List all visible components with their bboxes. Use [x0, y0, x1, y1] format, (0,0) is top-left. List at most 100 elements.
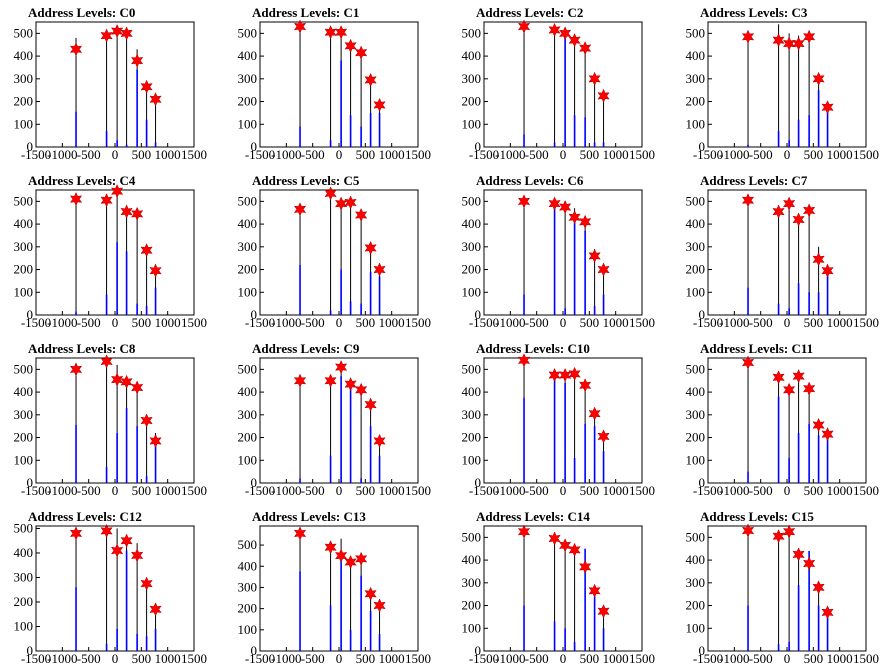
histogram-panel: Address Levels: C13 0 100 200 300 400 500 -1500… [224, 504, 448, 672]
y-tick-label: 500 [14, 520, 34, 535]
y-tick-label: 400 [686, 552, 706, 567]
peak-marker [293, 19, 307, 34]
peak-marker [149, 433, 162, 449]
peak-marker [588, 406, 601, 421]
x-tick-label: 1000 [827, 147, 853, 162]
peak-marker [597, 262, 610, 277]
y-tick-label: 400 [238, 216, 258, 231]
peak-marker [120, 26, 133, 41]
peak-marker [373, 433, 386, 449]
x-tick-label: -1000 [271, 315, 301, 330]
y-tick-label: 300 [462, 239, 482, 254]
panel-title: Address Levels: C5 [252, 173, 360, 188]
peak-marker [120, 533, 133, 548]
panel-title: Address Levels: C6 [476, 173, 584, 188]
peak-marker [792, 36, 805, 51]
peak-marker [772, 370, 785, 385]
peak-marker [293, 373, 307, 388]
peak-marker [772, 529, 785, 544]
y-tick-label: 500 [14, 193, 34, 208]
x-tick-label: -1500 [245, 147, 275, 162]
y-tick-label: 100 [686, 116, 706, 131]
y-tick-label: 500 [462, 193, 482, 208]
peak-marker [140, 576, 153, 591]
y-tick-label: 100 [238, 452, 258, 467]
peak-marker [812, 71, 825, 86]
x-tick-label: -1000 [719, 147, 749, 162]
x-tick-label: 1000 [155, 147, 181, 162]
panel-title: Address Levels: C14 [476, 509, 590, 524]
x-tick-label: 500 [356, 483, 376, 498]
peak-marker [588, 248, 601, 264]
y-tick-label: 400 [462, 216, 482, 231]
x-tick-label: -1500 [693, 651, 723, 666]
peak-marker [344, 195, 357, 210]
y-tick-label: 0 [699, 643, 706, 658]
x-tick-label: 1000 [603, 315, 629, 330]
y-tick-label: 400 [462, 552, 482, 567]
y-tick-label: 100 [238, 622, 258, 637]
peak-marker [548, 22, 561, 38]
y-tick-label: 100 [238, 116, 258, 131]
panel-title: Address Levels: C11 [700, 341, 814, 356]
y-tick-label: 0 [27, 307, 34, 322]
peak-marker [100, 193, 113, 208]
y-tick-label: 0 [475, 643, 482, 658]
y-tick-label: 400 [238, 48, 258, 63]
x-tick-label: -1500 [245, 315, 275, 330]
peak-marker [578, 214, 592, 229]
histogram-panel: Address Levels: C12 0 100 200 300 400 500 -1500… [0, 504, 224, 672]
peak-marker [578, 378, 592, 393]
x-tick-label: 0 [560, 651, 567, 666]
x-tick-label: -500 [525, 651, 549, 666]
y-tick-label: 200 [14, 262, 34, 277]
y-tick-label: 500 [14, 361, 34, 376]
peak-marker [100, 354, 113, 369]
peak-marker [558, 538, 572, 553]
y-tick-label: 500 [238, 193, 258, 208]
x-tick-label: 1500 [629, 651, 655, 666]
x-tick-label: 1500 [629, 483, 655, 498]
peak-marker [782, 524, 796, 539]
y-tick-label: 300 [238, 579, 258, 594]
peak-marker [140, 243, 153, 258]
y-tick-label: 300 [14, 239, 34, 254]
peak-marker [130, 53, 144, 68]
y-tick-label: 400 [14, 216, 34, 231]
x-tick-label: -500 [749, 315, 773, 330]
peak-marker [344, 38, 357, 53]
histogram-panel: Address Levels: C2 0 100 200 300 400 500 -1500-… [448, 0, 672, 168]
y-tick-label: 0 [251, 643, 258, 658]
y-tick-label: 200 [686, 94, 706, 109]
y-tick-label: 400 [686, 216, 706, 231]
x-tick-label: 1000 [155, 651, 181, 666]
x-tick-label: 500 [804, 315, 824, 330]
y-tick-label: 400 [238, 558, 258, 573]
y-tick-label: 500 [462, 361, 482, 376]
y-tick-label: 100 [686, 620, 706, 635]
x-tick-label: -500 [77, 147, 101, 162]
peak-marker [293, 526, 307, 541]
peak-marker [110, 23, 124, 39]
y-tick-label: 500 [238, 361, 258, 376]
peak-marker [802, 381, 816, 396]
peak-marker [821, 605, 834, 620]
x-tick-label: -1500 [21, 315, 51, 330]
peak-marker [558, 199, 572, 215]
histogram-panel: Address Levels: C7 0 100 200 300 400 500 -1500-… [672, 168, 896, 336]
peak-marker [588, 71, 601, 86]
peak-marker [354, 207, 368, 223]
peak-marker [548, 367, 561, 383]
histogram-panel: Address Levels: C0 0 100 200 300 400 500 -1500-… [0, 0, 224, 168]
x-tick-label: 1500 [853, 315, 879, 330]
histogram-panel: Address Levels: C1 0 100 200 300 400 500 -1500-… [224, 0, 448, 168]
y-tick-label: 0 [475, 475, 482, 490]
x-tick-label: -1500 [469, 315, 499, 330]
x-tick-label: -1000 [271, 483, 301, 498]
x-tick-label: 1500 [181, 483, 207, 498]
peak-marker [354, 45, 368, 60]
peak-marker [69, 526, 83, 541]
